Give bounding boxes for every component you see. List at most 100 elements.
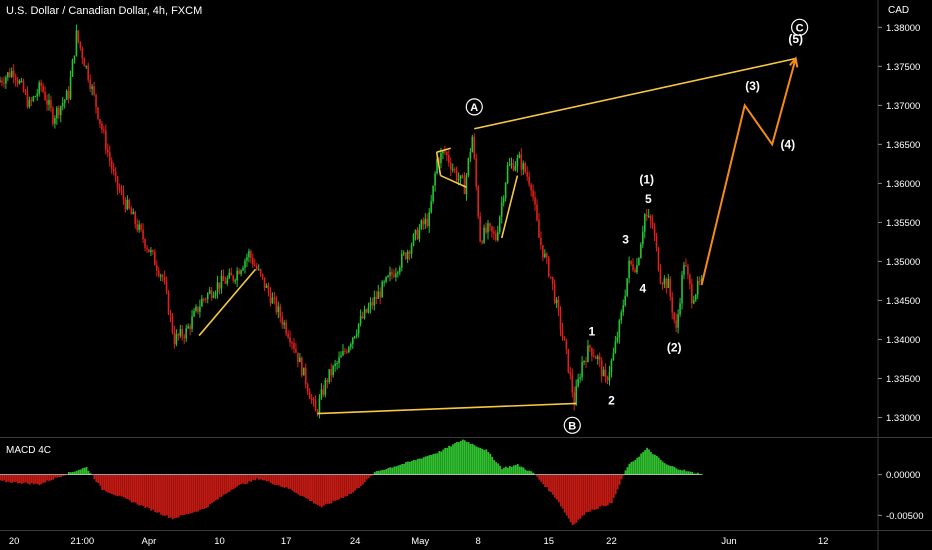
macd-bar [162,474,164,516]
macd-bar [410,460,413,475]
candle-body [487,223,489,233]
macd-bar [565,474,568,516]
candle-body [259,269,262,274]
macd-bar [495,462,498,475]
candle-body [496,231,499,241]
time-tick-label: 22 [606,536,617,547]
macd-bar [456,441,458,475]
time-tick-label: 21:00 [70,536,94,547]
candle-body [698,280,701,282]
macd-bar [573,474,576,524]
candle-body [234,280,236,282]
candle-body [171,315,174,333]
macd-bar [603,474,605,507]
candle-body [412,234,415,246]
macd-bar [459,440,462,475]
price-tick-label: 1.34500 [886,296,920,307]
macd-bar [52,474,55,480]
macd-bar [3,474,6,481]
macd-bar [638,456,641,475]
candle-body [369,302,372,308]
candle-body [177,334,180,336]
macd-bar [430,454,433,475]
macd-bar [320,474,323,508]
candle-body [410,245,413,254]
macd-bar [89,473,92,475]
macd-bar [652,454,654,475]
macd-bar [109,474,111,494]
candle-body [547,257,550,277]
macd-bar [604,474,607,507]
macd-bar [461,439,464,475]
wave-label: (4) [781,137,796,151]
candle-body [404,252,407,259]
candle-body [587,345,589,362]
macd-bar [154,474,157,512]
candle-body [616,337,619,342]
macd-bar [130,474,133,503]
macd-bar [561,474,564,509]
macd-bar [389,467,392,475]
candle-body [93,86,95,95]
macd-bar [9,474,11,483]
candle-body [553,284,556,303]
candle-body [30,99,33,101]
candle-body [551,276,554,285]
macd-bar [156,474,158,513]
macd-bar [689,471,692,475]
macd-bar [175,474,178,518]
macd-bar [536,474,539,477]
macd-bar [160,474,162,515]
candle-body [442,151,444,154]
candlestick-series [0,24,703,419]
candle-body [379,291,382,298]
candle-body [367,307,370,313]
elliott-wave-lines [198,56,799,415]
candle-body [175,334,178,345]
candle-body [647,215,650,217]
macd-bar [412,459,415,475]
macd-bar [440,451,443,475]
macd-bar [385,469,388,475]
candle-body [95,94,97,108]
macd-bar [506,467,509,475]
candle-body [28,99,31,107]
candle-body [610,360,613,373]
candle-body [83,58,86,67]
candle-body [512,163,515,171]
candle-body [314,400,317,412]
candle-body [473,136,476,159]
macd-bar [222,474,225,495]
candle-body [167,291,170,315]
macd-bar [115,474,117,496]
candle-body [8,72,11,77]
candle-body [663,278,666,285]
candle-body [524,163,527,173]
macd-bar [265,474,268,482]
price-tick-label: 1.35000 [886,257,920,268]
macd-bar [289,474,292,489]
macd-bar [540,474,543,482]
macd-bar [309,474,311,502]
candle-body [567,348,570,373]
candle-body [371,302,374,306]
macd-bar [252,474,255,480]
macd-bar [93,474,96,480]
candle-body [40,82,42,86]
macd-bar [346,474,349,497]
macd-bar [501,469,503,475]
macd-bar [550,474,552,492]
macd-bar [469,443,472,475]
candle-body [75,30,78,56]
candle-body [110,160,113,169]
macd-bar [28,474,31,485]
candle-body [99,119,101,124]
candle-body [655,236,658,248]
price-tick-label: 1.35500 [886,218,920,229]
macd-bar [418,458,421,475]
time-tick-label: 12 [818,536,829,547]
macd-bar [301,474,304,497]
macd-bar [242,474,245,484]
macd-bar [493,460,496,475]
